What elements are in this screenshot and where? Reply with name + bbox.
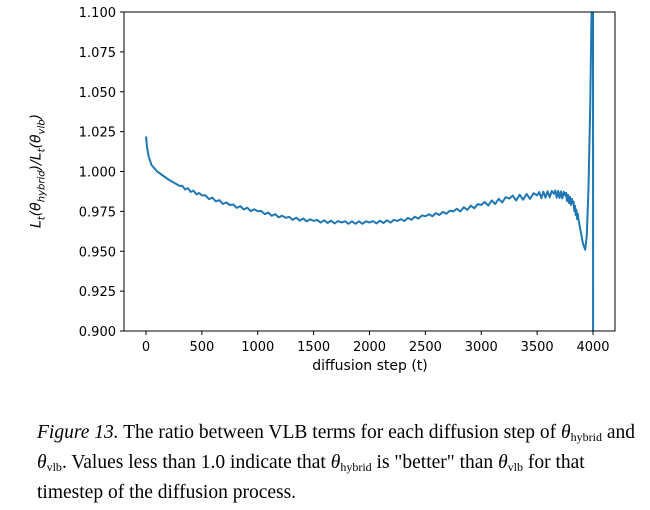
line-chart: 0.900 0.925 0.950 0.975 1.000 1.025 1.050 1.075… — [79, 6, 616, 355]
x-tick-label: 2000 — [353, 340, 386, 355]
y-tick-label: 0.900 — [79, 325, 116, 340]
x-axis: 0 500 1000 1500 2000 2500 3000 3500 4000 — [142, 331, 610, 355]
y-axis: 0.900 0.925 0.950 0.975 1.000 1.025 1.050 1.075… — [79, 6, 124, 340]
y-tick-label: 0.950 — [79, 245, 116, 260]
y-tick-label: 1.050 — [79, 86, 116, 101]
y-tick-label: 1.075 — [79, 46, 116, 61]
figure-caption: Figure 13. The ratio between VLB terms f… — [37, 422, 636, 503]
x-tick-label: 1500 — [297, 340, 330, 355]
plot-frame — [123, 11, 616, 332]
x-tick-label: 1000 — [241, 340, 274, 355]
series-line — [145, 12, 595, 331]
x-tick-label: 3000 — [465, 340, 498, 355]
y-tick-label: 0.925 — [79, 285, 116, 300]
x-tick-label: 4000 — [576, 340, 609, 355]
x-tick-label: 500 — [189, 340, 214, 355]
x-tick-label: 2500 — [409, 340, 442, 355]
x-axis-label: diffusion step (t) — [312, 358, 428, 374]
x-tick-label: 3500 — [521, 340, 554, 355]
y-tick-label: 1.000 — [79, 166, 116, 181]
figure-label: Figure 13. — [37, 422, 119, 443]
y-tick-label: 1.100 — [79, 6, 116, 21]
y-axis-label: Lt(θhybrid)/Lt(θvlb) — [28, 113, 48, 229]
x-tick-label: 0 — [142, 340, 150, 355]
y-tick-label: 0.975 — [79, 205, 116, 220]
y-tick-label: 1.025 — [79, 126, 116, 141]
